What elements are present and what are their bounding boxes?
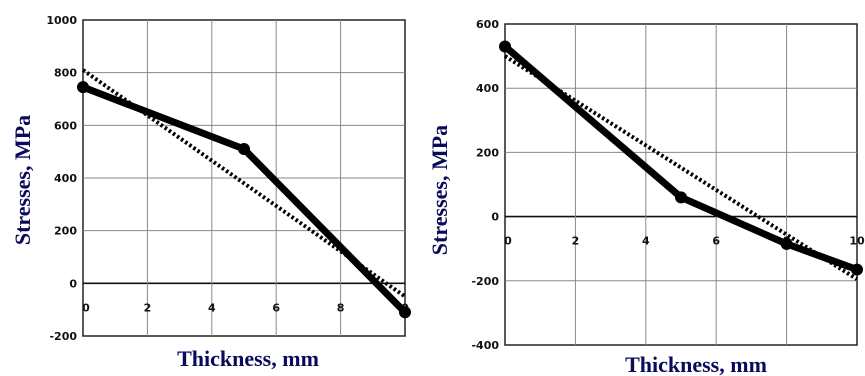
x-tick-label: 8 (337, 301, 345, 314)
y-tick-label: -200 (49, 330, 77, 343)
x-tick-label: 0 (82, 301, 90, 314)
x-tick-label: 4 (208, 301, 216, 314)
y-tick-label: 600 (476, 18, 499, 31)
plot-frame (504, 23, 858, 346)
data-point (399, 306, 411, 319)
data-point (780, 237, 793, 250)
y-tick-label: 400 (54, 172, 77, 185)
x-tick-label: 0 (504, 235, 512, 248)
y-tick-label: 0 (69, 277, 77, 290)
y-tick-label: 400 (476, 82, 499, 95)
x-axis-title: Thickness, mm (177, 346, 319, 371)
y-tick-label: 600 (54, 119, 77, 132)
y-tick-label: 200 (54, 225, 77, 238)
y-axis-title: Stresses, MPa (10, 115, 35, 245)
x-axis-title: Thickness, mm (625, 352, 767, 376)
trend-line-dotted (81, 68, 407, 299)
data-point (851, 263, 863, 276)
y-tick-label: -400 (471, 339, 499, 352)
data-point (238, 143, 250, 156)
y-tick-label: -200 (471, 275, 499, 288)
data-point (675, 191, 687, 204)
y-tick-label: 0 (491, 211, 499, 224)
x-tick-label: 6 (712, 235, 720, 248)
chart-1: -20002004006008001000024680Stresses, MPa… (10, 14, 411, 371)
x-tick-label: 4 (642, 235, 650, 248)
y-tick-label: 800 (54, 67, 77, 80)
x-tick-label: 6 (272, 301, 280, 314)
data-line-solid (501, 42, 861, 274)
y-tick-label: 1000 (46, 14, 77, 27)
x-tick-label: 2 (144, 301, 152, 314)
y-tick-label: 200 (476, 146, 499, 159)
trend-line-dotted (503, 54, 859, 281)
y-axis-title: Stresses, MPa (427, 125, 452, 255)
data-point (499, 40, 511, 53)
chart-2: -400-20002004006000246810Stresses, MPaTh… (427, 18, 865, 376)
x-tick-label: 2 (572, 235, 580, 248)
x-tick-label: 10 (849, 235, 865, 248)
data-point (77, 81, 89, 94)
